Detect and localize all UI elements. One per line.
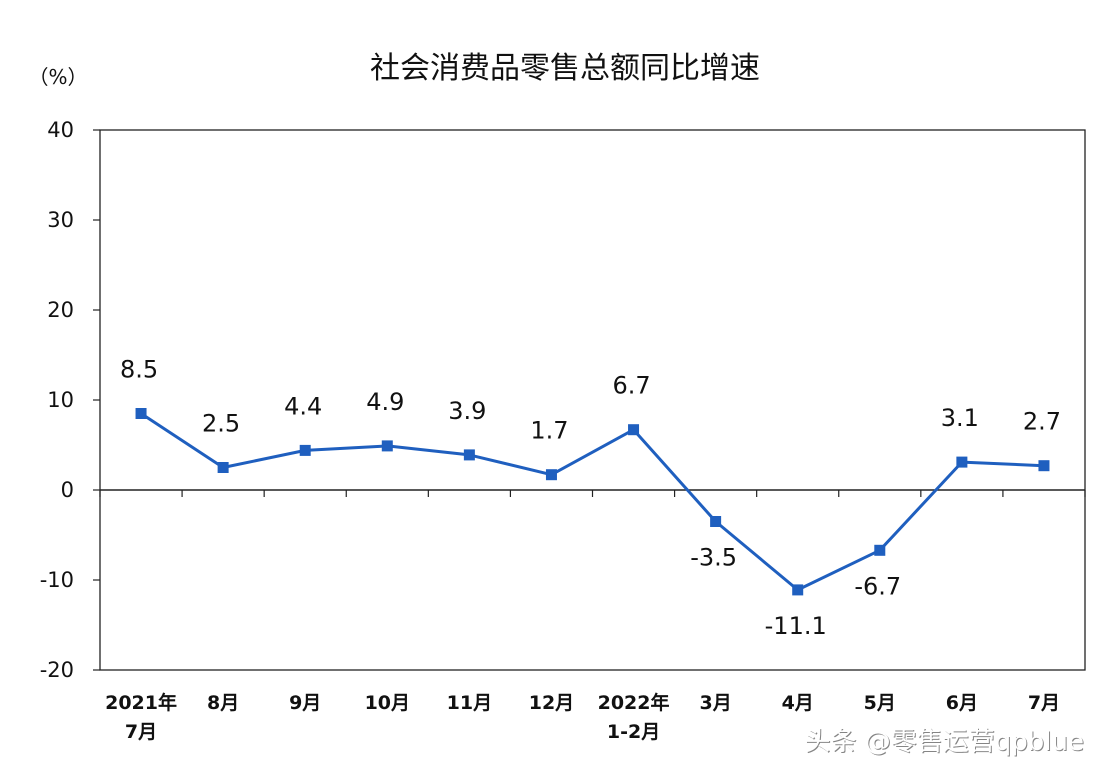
y-axis: -20 -10 0 10 20 30 40 — [40, 118, 100, 682]
x-tick-label: 8月 — [207, 692, 239, 714]
x-tick-label: 1-2月 — [607, 721, 660, 743]
data-labels: 8.5 2.5 4.4 4.9 3.9 1.7 6.7 -3.5 -11.1 -6.7 3.1 2.7 — [120, 356, 1061, 640]
data-label: 4.9 — [366, 388, 404, 416]
x-tick-label: 12月 — [529, 692, 574, 714]
data-point — [381, 440, 393, 452]
data-point — [874, 544, 886, 556]
x-tick-label: 7月 — [1028, 692, 1060, 714]
x-tick-label: 2022年 — [598, 691, 670, 714]
plot-frame — [99, 129, 1086, 671]
data-point — [792, 584, 804, 596]
data-label: 3.9 — [448, 397, 486, 425]
x-tick-label: 10月 — [365, 692, 410, 714]
data-label: 1.7 — [530, 417, 568, 445]
data-label: 2.7 — [1023, 408, 1061, 436]
x-tick-label: 6月 — [946, 692, 978, 714]
y-tick-label: -10 — [40, 568, 74, 592]
x-tick-label: 4月 — [782, 692, 814, 714]
data-label: -6.7 — [854, 572, 901, 600]
data-point — [545, 469, 557, 481]
data-point — [1038, 460, 1050, 472]
watermark: 头条 @零售运营qpblue — [805, 727, 1084, 757]
data-point — [628, 424, 640, 436]
data-point — [135, 408, 147, 419]
x-tick-label: 9月 — [289, 692, 321, 714]
y-tick-label: -20 — [40, 658, 74, 682]
x-tick-label: 11月 — [447, 692, 492, 714]
y-axis-unit: （%） — [28, 65, 87, 89]
data-label: 2.5 — [202, 410, 240, 438]
series-line — [140, 412, 1045, 592]
x-axis: 2021年 7月 8月 9月 10月 11月 12月 2022年 1-2月 3月 4月 5月 6月 7月 — [99, 490, 1086, 743]
x-tick-label: 3月 — [700, 692, 732, 714]
data-point — [463, 449, 475, 461]
data-label: 8.5 — [120, 356, 158, 384]
chart-title: 社会消费品零售总额同比增速 — [370, 51, 760, 86]
data-label: 4.4 — [284, 392, 322, 420]
y-tick-label: 20 — [47, 298, 74, 322]
y-tick-label: 0 — [61, 478, 74, 502]
watermark-shadow: 头条 @零售运营qpblue — [806, 728, 1085, 758]
y-tick-label: 40 — [47, 118, 74, 142]
data-label: 3.1 — [941, 404, 979, 432]
data-label: -3.5 — [690, 544, 737, 572]
x-tick-label: 2021年 — [105, 691, 177, 714]
data-point — [299, 444, 311, 456]
x-tick-label: 5月 — [864, 692, 896, 714]
data-label: 6.7 — [612, 372, 650, 400]
data-label: -11.1 — [765, 612, 827, 640]
y-tick-label: 30 — [47, 208, 74, 232]
data-point — [956, 456, 968, 468]
y-tick-label: 10 — [47, 388, 74, 412]
series-line-group — [135, 408, 1050, 596]
data-point — [217, 462, 229, 473]
data-point — [710, 516, 722, 527]
x-tick-label: 7月 — [125, 721, 157, 743]
